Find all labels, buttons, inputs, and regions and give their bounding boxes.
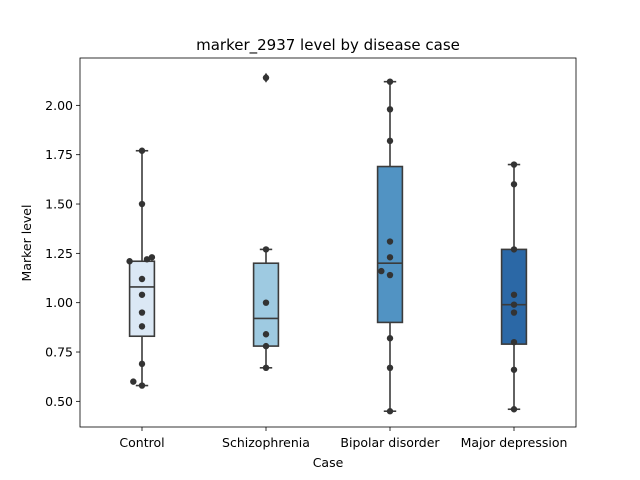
data-point: [386, 78, 394, 85]
y-tick-label: 1.75: [45, 147, 73, 162]
y-tick-label: 2.00: [45, 98, 73, 113]
data-point: [386, 254, 394, 261]
data-point: [138, 360, 146, 368]
data-point: [386, 106, 394, 113]
data-point: [138, 291, 146, 298]
data-point: [130, 378, 137, 385]
x-tick-label: Major depression: [461, 435, 568, 450]
data-point: [386, 271, 394, 279]
data-point: [510, 246, 518, 253]
data-point: [510, 338, 518, 346]
data-point: [138, 147, 146, 154]
data-point: [138, 309, 146, 316]
data-point: [510, 406, 518, 413]
data-point: [262, 364, 270, 372]
y-axis-label: Marker level: [19, 205, 34, 282]
data-point: [386, 238, 394, 245]
data-point: [262, 342, 270, 350]
data-point: [386, 137, 394, 145]
x-axis-label: Case: [313, 455, 344, 470]
x-tick-label: Schizophrenia: [222, 435, 310, 450]
data-point: [138, 382, 146, 389]
axes-frame: [79, 57, 577, 428]
data-point: [143, 256, 151, 263]
data-point: [386, 364, 394, 372]
x-tick-label: Bipolar disorder: [340, 435, 440, 450]
x-tick-label: Control: [119, 435, 164, 450]
data-point: [510, 309, 518, 316]
data-point: [148, 254, 156, 261]
data-point: [138, 200, 146, 208]
data-point: [510, 366, 518, 373]
data-point: [510, 181, 518, 188]
data-point: [386, 408, 394, 415]
data-point: [378, 267, 385, 275]
data-point: [510, 301, 518, 308]
data-point: [262, 299, 270, 306]
data-point: [138, 275, 146, 283]
data-point: [126, 258, 133, 265]
y-tick-label: 1.50: [45, 197, 73, 212]
data-point: [138, 323, 146, 330]
chart-title: marker_2937 level by disease case: [196, 36, 460, 55]
y-tick-label: 1.00: [45, 295, 73, 310]
data-point: [510, 161, 518, 168]
y-tick-label: 1.25: [45, 246, 73, 261]
data-point: [262, 74, 270, 81]
data-point: [510, 291, 518, 298]
plot-area: 0.50 0.75 1.00 1.25 1.50 1.75 2.00 Control Schiz…: [45, 57, 577, 450]
data-point: [262, 331, 270, 338]
y-tick-label: 0.50: [45, 394, 73, 409]
data-point: [386, 335, 394, 342]
y-tick-label: 0.75: [45, 345, 73, 360]
data-point: [262, 246, 270, 253]
